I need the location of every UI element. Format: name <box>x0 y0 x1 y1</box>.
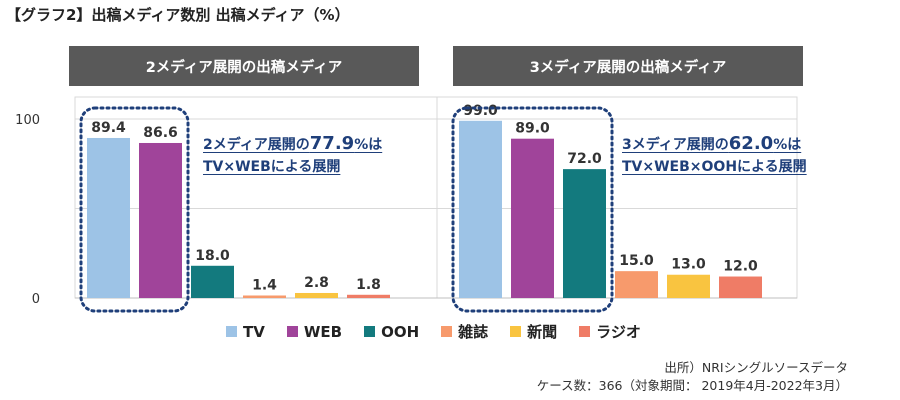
legend-item-newspaper: 新聞 <box>510 321 557 342</box>
legend-item-magazine: 雑誌 <box>441 321 488 342</box>
annotation-2-media-line2: TV×WEBによる展開 <box>203 159 341 175</box>
highlight-box-2media <box>79 106 190 313</box>
legend-swatch-radio <box>579 326 591 337</box>
legend-label-radio: ラジオ <box>596 323 641 341</box>
bar-2media-ooh <box>191 265 234 298</box>
annotation-3-media-suffix: %は <box>773 137 802 153</box>
value-label-3media-tv: 99.0 <box>463 103 498 119</box>
legend-label-magazine: 雑誌 <box>458 323 489 341</box>
annotation-3-media: 3メディア展開の62.0%は TV×WEB×OOHによる展開 <box>622 133 807 178</box>
annotation-2-media: 2メディア展開の77.9%は TV×WEBによる展開 <box>203 133 382 178</box>
value-label-2media-newspaper: 2.8 <box>304 275 329 291</box>
panel-header-3-media: 3メディア展開の出稿メディア <box>453 46 803 86</box>
legend: TV WEB OOH 雑誌 新聞 ラジオ <box>226 321 641 342</box>
value-label-2media-tv: 89.4 <box>91 120 126 136</box>
legend-label-web: WEB <box>303 322 343 341</box>
legend-label-tv: TV <box>243 322 265 341</box>
legend-item-tv: TV <box>226 321 265 342</box>
legend-item-web: WEB <box>286 321 343 342</box>
y-tick-label-100: 100 <box>15 113 40 128</box>
bar-2media-magazine <box>243 295 286 298</box>
bar-3media-newspaper <box>667 274 710 298</box>
annotation-3-media-prefix: 3メディア展開の <box>622 137 729 153</box>
legend-item-radio: ラジオ <box>579 321 641 342</box>
legend-label-ooh: OOH <box>381 322 420 341</box>
value-label-3media-ooh: 72.0 <box>567 151 602 167</box>
bar-3media-ooh <box>563 169 606 298</box>
case-count-note: ケース数：366（対象期間： 2019年4月-2022年3月） <box>536 378 848 393</box>
highlight-box-3media <box>451 106 614 313</box>
bar-2media-tv <box>87 137 130 298</box>
annotation-2-media-suffix: %は <box>354 137 383 153</box>
legend-label-newspaper: 新聞 <box>527 323 558 341</box>
bar-2media-radio <box>347 294 390 298</box>
legend-swatch-newspaper <box>510 326 522 337</box>
source-note: 出所）NRIシングルソースデータ <box>664 360 848 375</box>
value-label-2media-magazine: 1.4 <box>252 277 277 293</box>
value-label-2media-radio: 1.8 <box>356 277 381 293</box>
value-label-3media-web: 89.0 <box>515 121 550 137</box>
value-label-2media-ooh: 18.0 <box>195 248 230 264</box>
value-label-3media-newspaper: 13.0 <box>671 257 706 273</box>
annotation-2-media-prefix: 2メディア展開の <box>203 137 310 153</box>
annotation-3-media-percent: 62.0 <box>728 133 774 154</box>
annotation-3-media-line2: TV×WEB×OOHによる展開 <box>622 159 807 175</box>
legend-swatch-ooh <box>364 326 376 337</box>
annotation-2-media-percent: 77.9 <box>309 133 355 154</box>
bar-3media-magazine <box>615 271 658 298</box>
bar-3media-tv <box>459 120 502 298</box>
value-label-2media-web: 86.6 <box>143 125 178 141</box>
value-label-3media-magazine: 15.0 <box>619 253 654 269</box>
bar-3media-radio <box>719 276 762 298</box>
legend-swatch-web <box>286 326 298 337</box>
bar-3media-web <box>511 138 554 298</box>
legend-swatch-magazine <box>441 326 453 337</box>
chart-title: 【グラフ2】出稿メディア数別 出稿メディア（%） <box>6 6 350 24</box>
value-label-3media-radio: 12.0 <box>723 259 758 275</box>
bar-2media-web <box>139 142 182 298</box>
y-tick-label-0: 0 <box>32 292 40 307</box>
legend-swatch-tv <box>226 326 237 337</box>
legend-item-ooh: OOH <box>364 321 419 342</box>
panel-header-2-media: 2メディア展開の出稿メディア <box>69 46 419 86</box>
bar-2media-newspaper <box>295 292 338 298</box>
